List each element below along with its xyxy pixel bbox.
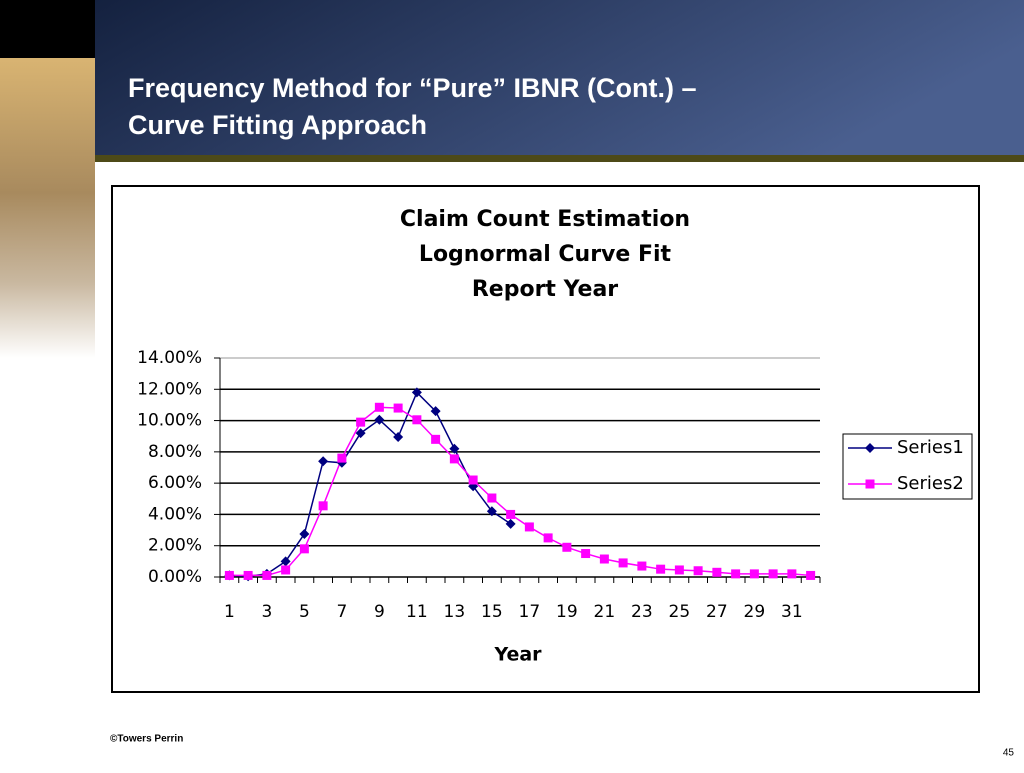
x-tick-label: 29	[744, 602, 766, 622]
x-tick-label: 1	[224, 602, 235, 622]
x-tick-label: 27	[706, 602, 728, 622]
data-point	[768, 569, 778, 579]
data-point	[581, 549, 591, 559]
data-point	[393, 431, 404, 442]
slide-title: Curve Fitting Approach	[128, 110, 427, 140]
data-point	[543, 533, 553, 543]
page-number: 45	[1003, 748, 1015, 759]
data-point	[656, 564, 666, 574]
data-point	[430, 406, 441, 417]
legend-label: Series2	[897, 473, 964, 494]
x-axis-label: Year	[493, 644, 542, 666]
x-tick-label: 25	[669, 602, 691, 622]
data-point	[355, 428, 366, 439]
series-line	[229, 391, 512, 577]
y-tick-label: 6.00%	[148, 473, 202, 493]
data-point	[318, 456, 329, 467]
chart-title: Report Year	[472, 277, 618, 302]
x-tick-label: 9	[374, 602, 385, 622]
chart-title: Lognormal Curve Fit	[419, 242, 672, 267]
data-point	[412, 415, 422, 425]
data-point	[411, 387, 422, 398]
x-tick-label: 21	[594, 602, 616, 622]
x-tick-label: 5	[299, 602, 310, 622]
data-point	[280, 556, 291, 567]
legend-marker	[865, 479, 875, 489]
data-point	[618, 558, 628, 568]
data-point	[374, 402, 384, 412]
data-point	[693, 566, 703, 576]
x-tick-label: 31	[781, 602, 803, 622]
data-point	[787, 569, 797, 579]
corner-block	[0, 0, 95, 58]
data-point	[299, 544, 309, 554]
data-point	[393, 403, 403, 413]
data-point	[506, 509, 516, 519]
legend-marker	[865, 443, 875, 453]
y-tick-label: 2.00%	[148, 536, 202, 556]
slide-title: Frequency Method for “Pure” IBNR (Cont.)…	[128, 73, 697, 103]
data-point	[505, 518, 516, 529]
y-tick-label: 8.00%	[148, 442, 202, 462]
data-point	[262, 570, 272, 580]
data-point	[356, 417, 366, 427]
data-point	[731, 569, 741, 579]
data-point	[318, 501, 328, 511]
x-tick-label: 15	[481, 602, 503, 622]
legend-label: Series1	[897, 437, 964, 458]
data-point	[449, 443, 460, 454]
data-point	[712, 567, 722, 577]
footer: ©Towers Perrin	[110, 734, 183, 745]
data-point	[562, 542, 572, 552]
data-point	[599, 554, 609, 564]
y-tick-label: 12.00%	[137, 379, 202, 399]
y-tick-label: 0.00%	[148, 567, 202, 587]
data-point	[749, 569, 759, 579]
header-rule	[95, 155, 1024, 162]
data-point	[337, 453, 347, 463]
data-point	[806, 570, 816, 580]
data-point	[487, 493, 497, 503]
x-tick-label: 7	[336, 602, 347, 622]
data-point	[524, 522, 534, 532]
y-tick-label: 14.00%	[137, 348, 202, 368]
data-point	[243, 570, 253, 580]
data-point	[449, 454, 459, 464]
y-tick-label: 10.00%	[137, 411, 202, 431]
data-point	[637, 561, 647, 571]
x-tick-label: 19	[556, 602, 578, 622]
y-tick-label: 4.00%	[148, 504, 202, 524]
data-point	[374, 414, 385, 425]
data-point	[224, 570, 234, 580]
data-point	[299, 528, 310, 539]
legend-box	[842, 433, 973, 500]
data-point	[486, 506, 497, 517]
x-tick-label: 17	[519, 602, 541, 622]
x-tick-label: 3	[261, 602, 272, 622]
data-point	[468, 475, 478, 485]
chart: Claim Count Estimation Lognormal Curve Fi…	[137, 207, 973, 666]
data-point	[281, 565, 291, 575]
x-tick-label: 23	[631, 602, 653, 622]
x-tick-label: 11	[406, 602, 428, 622]
data-point	[431, 434, 441, 444]
x-tick-label: 13	[444, 602, 466, 622]
chart-title: Claim Count Estimation	[400, 207, 690, 232]
data-point	[674, 565, 684, 575]
header-photo	[0, 58, 95, 358]
chart-frame	[111, 185, 980, 693]
header-band	[95, 0, 1024, 155]
